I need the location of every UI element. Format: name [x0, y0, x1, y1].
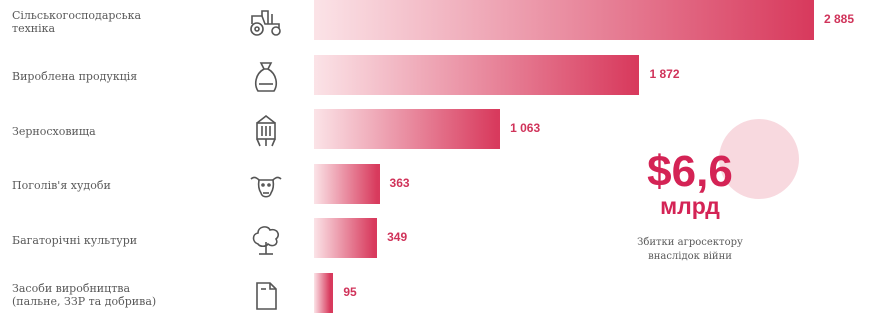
bar — [314, 163, 380, 204]
category-label: Засоби виробництва (пальне, ЗЗР та добри… — [12, 281, 157, 308]
bar — [314, 218, 378, 258]
category-label: Поголів'я худоби — [12, 179, 111, 192]
summary-caption: Збитки агросектору внаслідок війни — [637, 237, 743, 262]
value-label: 1 872 — [649, 66, 680, 81]
canister-icon — [246, 275, 286, 315]
value-label: 95 — [343, 284, 357, 299]
tree-icon — [246, 220, 286, 260]
category-label: Сільськогосподарська техніка — [12, 9, 142, 35]
value-label: 2 885 — [824, 12, 855, 26]
value-label: 349 — [387, 230, 408, 244]
bar — [314, 54, 640, 95]
cow-icon — [246, 166, 286, 206]
summary-amount: $6,6 — [647, 147, 733, 196]
bar — [314, 109, 501, 149]
granary-icon — [246, 111, 286, 151]
sack-icon — [246, 57, 286, 97]
value-label: 363 — [389, 175, 410, 190]
summary-unit: млрд — [660, 193, 720, 219]
tractor-icon — [246, 2, 286, 42]
category-label: Вироблена продукція — [12, 70, 138, 83]
category-label: Зерносховища — [12, 124, 96, 138]
bar — [314, 0, 814, 40]
summary-decor-circle — [719, 119, 799, 199]
bar — [314, 272, 334, 313]
category-label: Багаторічні культури — [12, 233, 138, 247]
value-label: 1 063 — [510, 121, 541, 135]
